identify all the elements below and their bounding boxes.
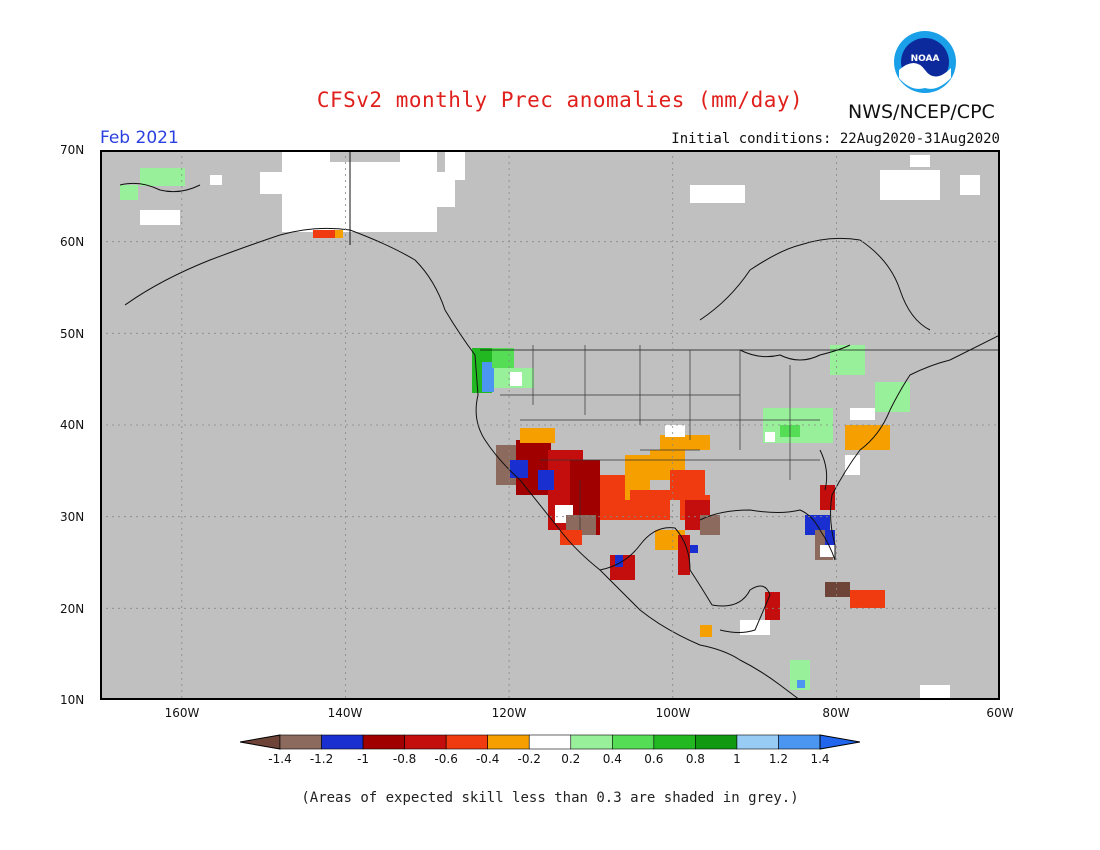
colorbar-swatch [321,734,364,750]
colorbar-swatch [570,734,613,750]
colorbar-swatch [279,734,322,750]
colorbar-swatch [487,734,530,750]
colorbar-tick-label: 0.6 [644,752,664,766]
lon-label-80w: 80W [822,706,850,720]
lon-label-120w: 120W [491,706,527,720]
colorbar-tick-label: 1.4 [810,752,830,766]
target-month: Feb 2021 [100,128,179,148]
lon-label-160w: 160W [164,706,200,720]
lat-label-60n: 60N [60,235,85,249]
colorbar-tick-label: 1 [733,752,741,766]
colorbar-arrow-high [819,734,860,750]
colorbar-swatch [404,734,447,750]
anomaly-northeast-wet [830,345,865,375]
anomaly-cells [120,150,980,700]
noaa-logo-icon: NOAA [894,31,956,93]
colorbar-swatch [528,734,572,750]
colorbar-tick-label: 0.4 [602,752,622,766]
colorbar-swatch [445,734,488,750]
colorbar-tick-label: -0.8 [392,752,417,766]
colorbar-swatch [653,734,696,750]
initial-conditions: Initial conditions: 22Aug2020-31Aug2020 [671,131,1000,147]
anomaly-caribbean-dry [850,590,885,608]
colorbar-tick-label: 0.2 [561,752,581,766]
map-title: CFSv2 monthly Prec anomalies (mm/day) [316,88,804,112]
coastlines [119,150,1000,700]
colorbar-tick-label: 1.2 [768,752,788,766]
grid-lines [100,150,1000,700]
skill-footnote: (Areas of expected skill less than 0.3 a… [301,790,799,806]
colorbar-swatch [695,734,738,750]
colorbar-tick-label: -0.2 [517,752,541,766]
colorbar-tick-label: -0.6 [434,752,458,766]
colorbar-tick-label: 0.8 [685,752,705,766]
colorbar-arrow-low [240,734,281,750]
colorbar-tick-label: -1 [357,752,370,766]
lat-label-20n: 20N [60,602,85,616]
lat-label-10n: 10N [60,693,85,707]
organization-label: NWS/NCEP/CPC [848,101,995,123]
precipitation-anomaly-map [100,150,1000,700]
colorbar [240,734,860,750]
colorbar-tick-label: -1.2 [309,752,334,766]
lon-label-60w: 60W [986,706,1014,720]
colorbar-swatch [736,734,779,750]
map-frame [100,150,1000,700]
colorbar-tick-label: -1.4 [268,752,292,766]
colorbar-swatch [778,734,821,750]
lat-label-70n: 70N [60,143,85,157]
lon-label-140w: 140W [327,706,363,720]
anomaly-mid-atlantic-dry [845,425,890,450]
lat-label-40n: 40N [60,418,85,432]
state-borders [500,345,820,530]
colorbar-tick-label: -0.4 [475,752,500,766]
colorbar-swatch [362,734,405,750]
lat-label-50n: 50N [60,327,85,341]
colorbar-swatch [612,734,655,750]
lon-label-100w: 100W [655,706,691,720]
lat-label-30n: 30N [60,510,85,524]
logo-text: NOAA [911,54,940,64]
